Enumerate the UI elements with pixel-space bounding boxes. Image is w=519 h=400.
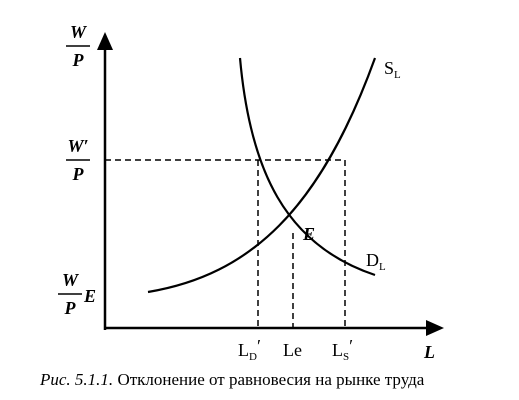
- x-mark-label: LD′: [238, 336, 261, 363]
- y-arrow: [97, 32, 113, 50]
- eq-wage-suffix: E: [83, 286, 96, 306]
- demand-curve: [238, 57, 376, 277]
- high-wage-den: P: [72, 164, 85, 184]
- x-arrow: [426, 320, 444, 336]
- supply-label: SL: [384, 58, 401, 81]
- supply-curve: [147, 57, 377, 294]
- y-label-num: W: [70, 22, 88, 42]
- caption: Рис. 5.1.1. Отклонение от равновесия на …: [39, 370, 425, 389]
- demand-label: DL: [366, 250, 386, 273]
- x-axis-label: L: [423, 342, 435, 362]
- eq-wage-den: P: [64, 298, 77, 318]
- x-mark-label: Le: [283, 340, 302, 360]
- y-label-den: P: [72, 50, 85, 70]
- high-wage-num: W′: [67, 136, 88, 156]
- equilibrium-point: E: [302, 224, 315, 244]
- x-mark-label: LS′: [332, 336, 353, 363]
- eq-wage-num: W: [62, 270, 80, 290]
